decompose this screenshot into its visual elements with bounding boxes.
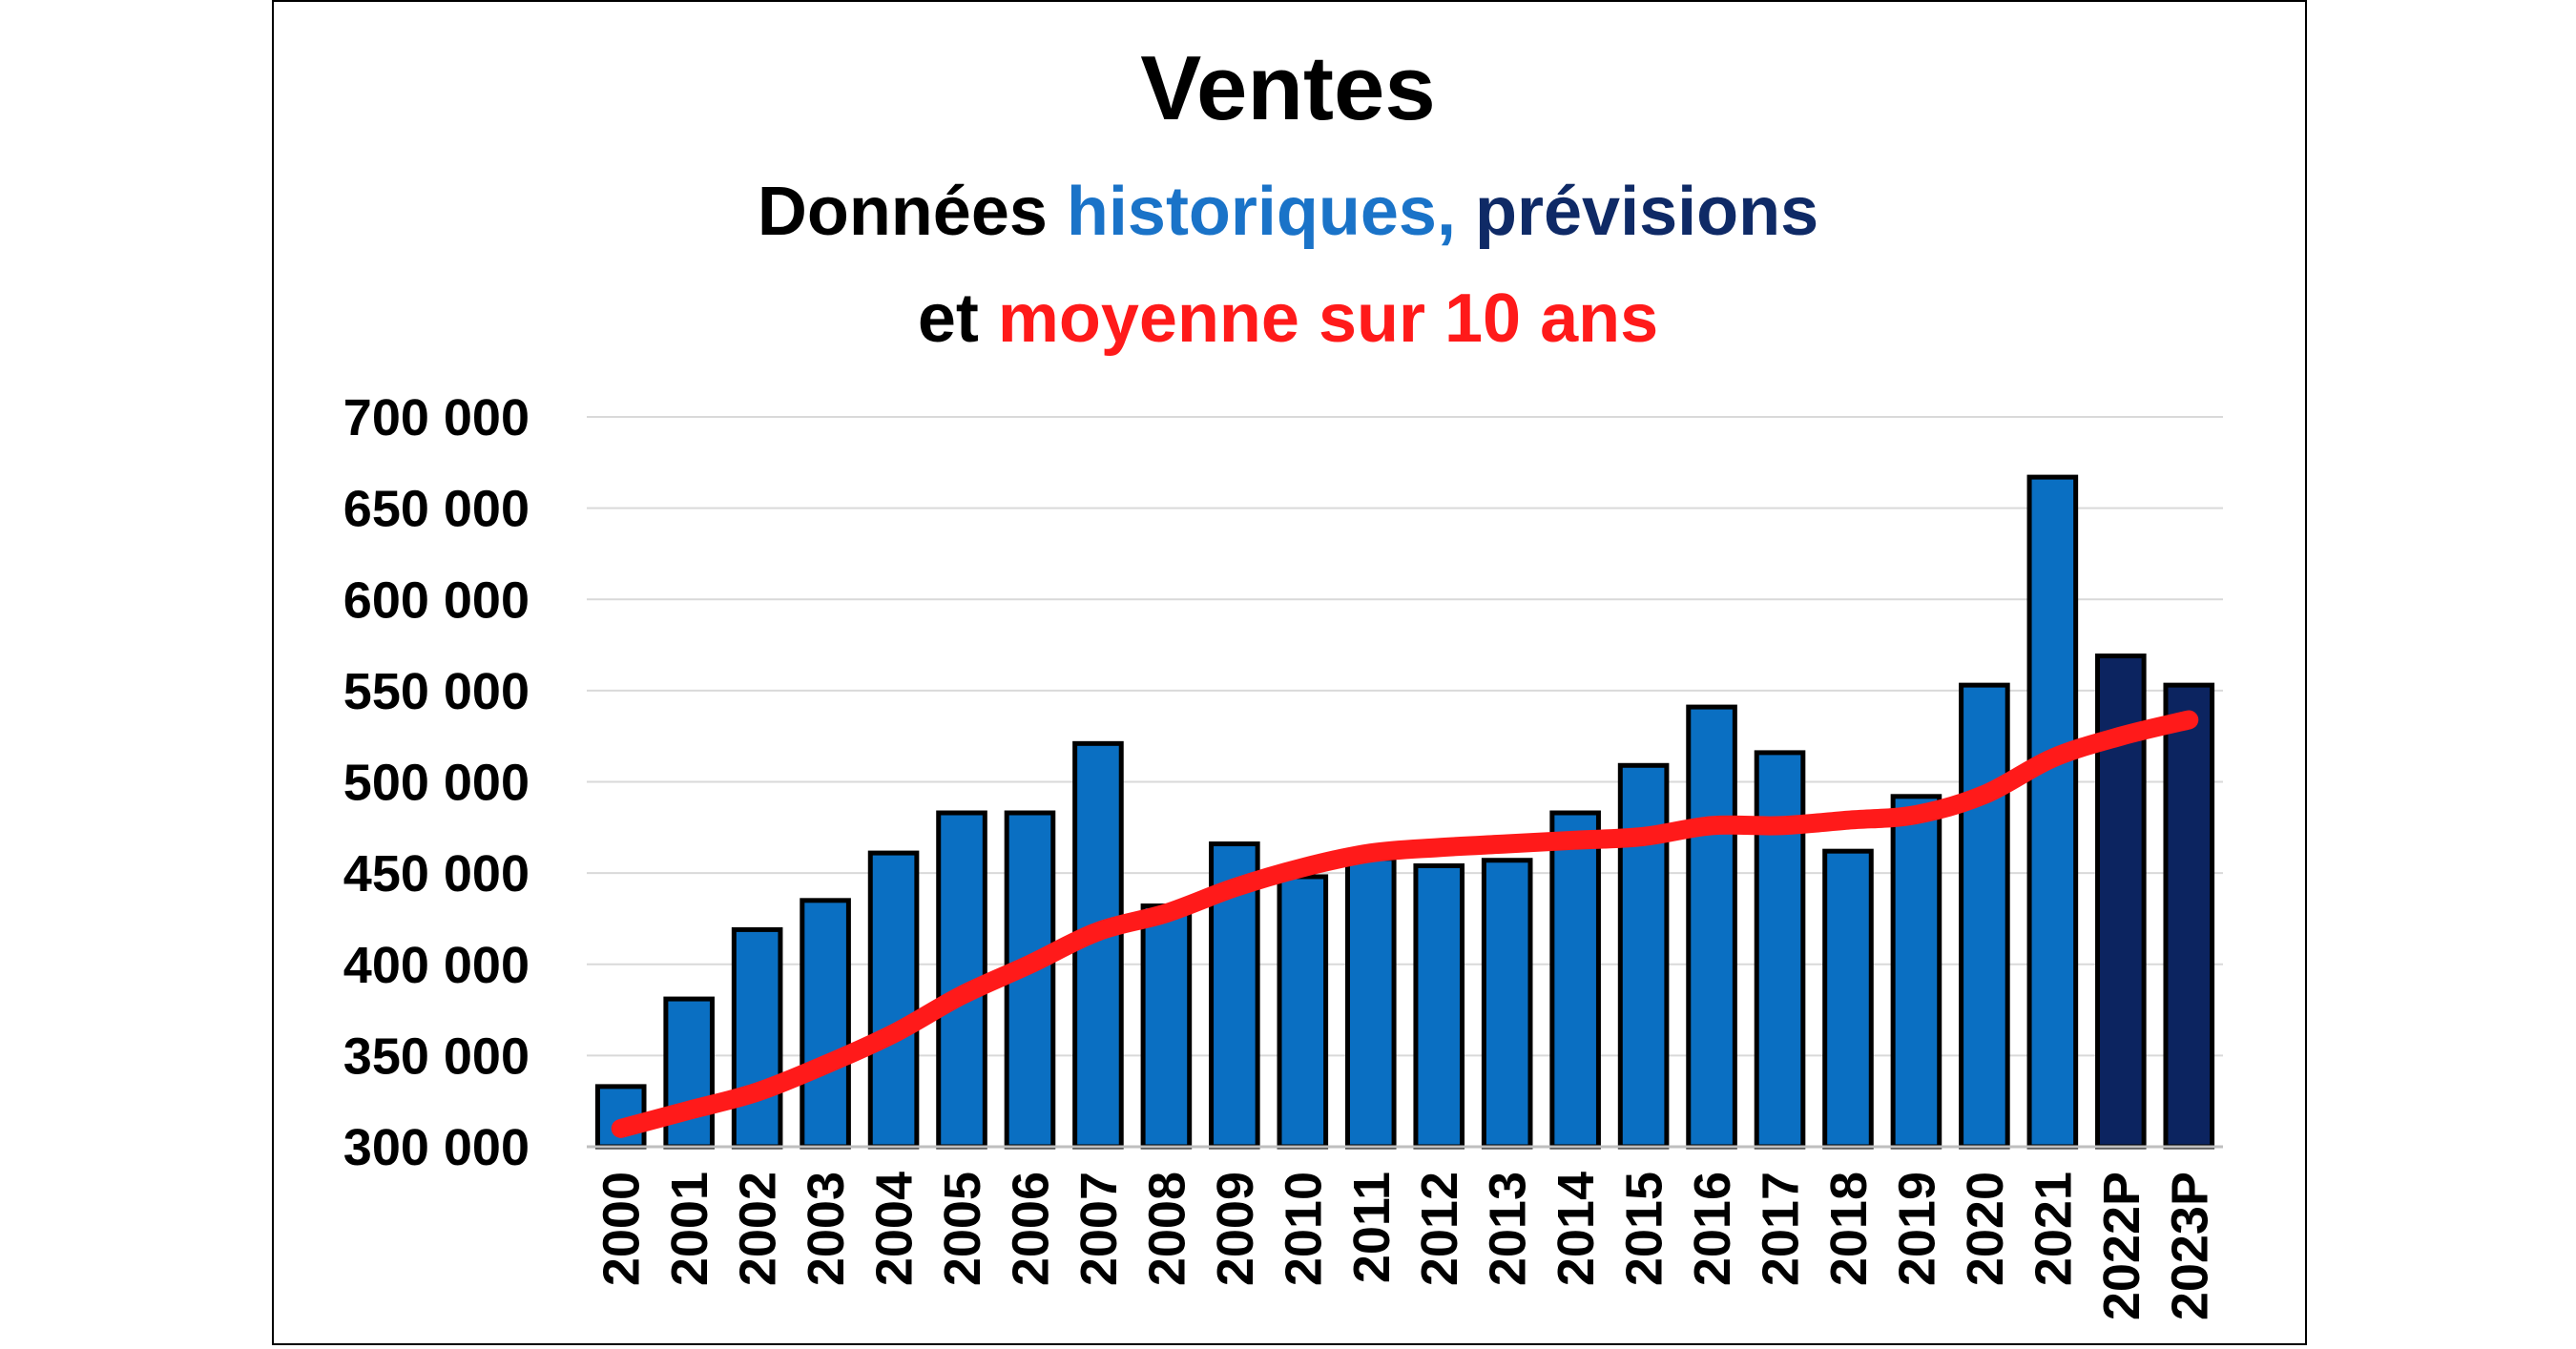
subtitle-line-2-segment-0: et: [917, 280, 998, 357]
x-tick-label: 2007: [1070, 1172, 1128, 1286]
bar: [1140, 903, 1193, 1150]
x-tick-label: 2017: [1753, 1172, 1810, 1286]
x-tick-label: 2010: [1275, 1172, 1332, 1286]
bar: [1617, 762, 1670, 1150]
x-tick-label: 2003: [798, 1172, 855, 1286]
x-tick-label: 2018: [1820, 1172, 1878, 1286]
subtitle-line-1-segment-2: prévisions: [1455, 174, 1819, 250]
bar: [1959, 682, 2010, 1150]
average-line: [611, 710, 2199, 1138]
x-tick-label: 2022P: [2093, 1172, 2150, 1320]
bar: [800, 898, 851, 1150]
subtitle-line-1-segment-0: Données: [757, 174, 1067, 250]
x-tick-label: 2009: [1207, 1172, 1264, 1286]
y-tick-label: 550 000: [343, 663, 530, 720]
y-tick-label: 500 000: [343, 755, 530, 812]
bar: [731, 926, 783, 1150]
chart-subtitle-line-1: Données historiques, prévisions: [0, 164, 2576, 259]
x-tick-label: 2000: [593, 1172, 651, 1286]
bar: [2163, 682, 2215, 1150]
y-tick-label: 700 000: [343, 389, 530, 446]
chart-subtitle-line-2: et moyenne sur 10 ans: [0, 271, 2576, 366]
bar: [1481, 858, 1533, 1150]
x-tick-label: 2013: [1480, 1172, 1537, 1286]
x-tick-label: 2021: [2025, 1172, 2082, 1286]
bar: [1344, 856, 1397, 1150]
y-tick-label: 450 000: [343, 845, 530, 903]
y-tick-label: 350 000: [343, 1027, 530, 1085]
x-tick-label: 2020: [1957, 1172, 2014, 1286]
x-tick-label: 2005: [934, 1172, 991, 1286]
bar: [2026, 474, 2079, 1150]
bar: [867, 850, 920, 1150]
y-tick-label: 650 000: [343, 481, 530, 538]
x-tick-label: 2023P: [2161, 1172, 2218, 1320]
x-tick-label: 2002: [730, 1172, 787, 1286]
y-tick-label: 300 000: [343, 1119, 530, 1176]
chart-title: Ventes: [1140, 37, 1436, 139]
y-tick-label: 600 000: [343, 571, 530, 629]
y-tick-label: 400 000: [343, 937, 530, 994]
x-tick-label: 2014: [1548, 1172, 1605, 1286]
x-tick-label: 2016: [1684, 1172, 1741, 1286]
bar: [1822, 848, 1874, 1150]
x-tick-label: 2015: [1616, 1172, 1673, 1286]
subtitle-line-2-segment-1: moyenne sur 10 ans: [997, 280, 1659, 357]
x-tick-label: 2011: [1343, 1172, 1401, 1283]
bar: [1413, 862, 1465, 1150]
x-tick-label: 2019: [1888, 1172, 1945, 1286]
x-tick-label: 2008: [1138, 1172, 1195, 1286]
x-tick-label: 2012: [1411, 1172, 1468, 1286]
bar: [1754, 750, 1806, 1150]
bar: [1549, 810, 1601, 1150]
bar: [1890, 794, 1942, 1150]
x-tick-label: 2004: [866, 1172, 924, 1286]
x-tick-label: 2001: [661, 1172, 718, 1286]
bar: [1686, 704, 1737, 1150]
bar: [663, 996, 715, 1150]
subtitle-line-1-segment-1: historiques,: [1066, 174, 1456, 250]
bar: [1277, 874, 1329, 1150]
x-tick-label: 2006: [1002, 1172, 1059, 1286]
